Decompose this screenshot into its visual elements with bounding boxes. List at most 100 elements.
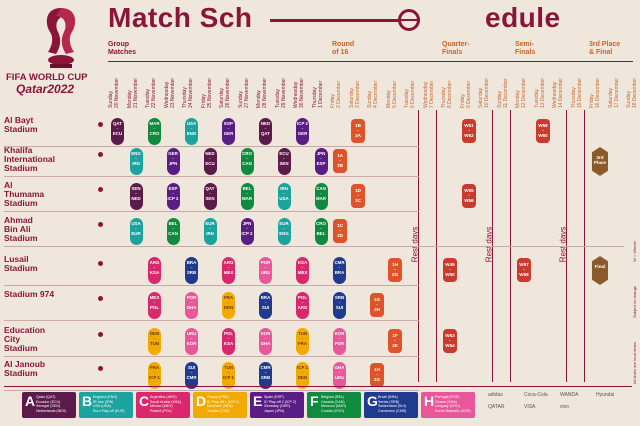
team-code: FRA — [297, 341, 308, 346]
versus-mark: – — [357, 128, 359, 132]
legend-letter: B — [82, 393, 93, 409]
stadium-pin-icon-5 — [98, 296, 103, 301]
stadium-label-6: Education City Stadium — [4, 325, 46, 353]
stadium-label-5: Stadium 974 — [4, 289, 55, 299]
date-label-25: Thursday 15 December — [570, 77, 583, 108]
date-col-16: Tuesday 6 December — [404, 62, 418, 108]
slot-code: 2H — [374, 307, 380, 312]
versus-mark: – — [264, 300, 267, 304]
team-code: ICP 1 — [223, 375, 234, 380]
team-code: ESP — [168, 186, 178, 191]
legend-letter: G — [367, 393, 378, 409]
slot-code: 2B — [337, 163, 343, 168]
team-code: KOR — [334, 331, 345, 336]
team-code: ESP — [316, 161, 326, 166]
match-badge: GHA – URU — [333, 362, 346, 389]
row-rule-5 — [4, 320, 419, 321]
match-badge: POL – KSA — [222, 328, 235, 355]
versus-mark: – — [357, 193, 359, 197]
date-label-20: Saturday 10 December — [478, 77, 490, 108]
team-code: CAN — [316, 186, 326, 191]
team-code: TUN — [149, 341, 160, 346]
date-label-13: Saturday 3 December — [348, 80, 361, 108]
stadium-label-4: Lusail Stadium — [4, 254, 38, 273]
date-col-19: Friday 9 December — [460, 62, 474, 108]
legend-group-E: E Spain (ESP) IC Play-off 2 (ICP 2) Germa… — [250, 392, 304, 418]
versus-mark: – — [338, 300, 341, 304]
slot-code: W49 — [445, 262, 455, 267]
versus-mark: – — [227, 336, 230, 340]
team-code: MEX — [149, 295, 160, 300]
third-place-badge: 3rd Place — [592, 147, 608, 176]
date-col-13: Saturday 3 December — [348, 62, 363, 108]
knockout-badge: 1H –2G — [388, 258, 402, 282]
team-code: BRA — [186, 260, 197, 265]
team-code: IRN — [206, 231, 214, 236]
team-code: CRO — [316, 221, 326, 226]
team-code: ECU — [279, 151, 289, 156]
team-code: QAT — [205, 186, 215, 191]
versus-mark: – — [394, 267, 396, 271]
stadium-label-2: Al Thumama Stadium — [4, 180, 45, 208]
slot-code: 1C — [337, 223, 343, 228]
date-label-15: Monday 5 December — [385, 80, 398, 108]
team-code: ICP 2 — [297, 121, 308, 126]
date-label-16: Tuesday 6 December — [404, 80, 416, 108]
legend-teams: Brazil (BRA) Serbia (SRB) Switzerland (S… — [378, 395, 407, 413]
legend-group-B: B England (ENG) IR Iran (IRN) USA (USA) E… — [79, 392, 133, 418]
team-code: DEN — [297, 375, 308, 380]
versus-mark: – — [227, 265, 230, 269]
versus-mark: – — [338, 370, 341, 374]
match-badge: BRA – SRB — [185, 257, 198, 284]
team-code: FRA — [223, 295, 234, 300]
team-code: KSA — [149, 270, 160, 275]
team-code: ICP 2 — [167, 196, 179, 201]
legend-teams: Spain (ESP) IC Play-off 2 (ICP 2) German… — [264, 395, 297, 413]
team-code: URU — [260, 270, 271, 275]
versus-mark: – — [227, 370, 230, 374]
date-col-3: Wednesday 23 November — [164, 62, 178, 108]
match-badge: EUR – ENG — [277, 218, 291, 245]
versus-mark: – — [283, 191, 285, 195]
team-code: CRO — [242, 151, 252, 156]
match-badge: JPN – ESP — [314, 148, 328, 175]
versus-mark: – — [283, 156, 285, 160]
match-badge: SUI – CMR — [185, 362, 198, 389]
team-code: EUR — [279, 221, 289, 226]
legend-group-D: D France (FRA) IC Play-off 1 (ICP 1) Denm… — [193, 392, 247, 418]
rest-days-label-2: Rest days — [484, 226, 494, 263]
team-code: KOR — [260, 331, 271, 336]
versus-mark: – — [320, 191, 322, 195]
sponsor-logo: vivo — [560, 404, 569, 410]
rest-days-label-1: Rest days — [410, 226, 420, 263]
date-label-23: Tuesday 13 December — [533, 77, 546, 108]
match-badge: TUN – ICP 1 — [222, 362, 235, 389]
sponsor-logo: adidas — [488, 392, 503, 398]
date-label-1: Monday 21 November — [126, 77, 139, 108]
versus-mark: – — [246, 226, 248, 230]
versus-mark: – — [301, 336, 304, 340]
knockout-badge: W55– W56 — [462, 184, 476, 208]
date-label-9: Tuesday 29 November — [274, 77, 287, 108]
team-code: GER — [223, 131, 234, 136]
slot-code: 2E — [392, 343, 398, 348]
team-code: BRA — [260, 295, 271, 300]
phase-header-0: Group Matches — [108, 41, 137, 56]
phase-rule — [108, 61, 633, 62]
slot-code: 1A — [337, 153, 343, 158]
versus-mark: – — [172, 156, 174, 160]
versus-mark: – — [153, 370, 156, 374]
date-label-22: Monday 12 December — [515, 77, 527, 108]
match-badge: EUR – IRN — [203, 218, 217, 245]
stadium-pin-icon-1 — [98, 152, 103, 157]
legend-group-A: A Qatar (QAT) Ecuador (ECU) Senegal (SEN)… — [22, 392, 76, 418]
versus-mark: – — [172, 226, 174, 230]
phase-header-4: 3rd Place & Final — [589, 41, 621, 56]
versus-mark: – — [190, 265, 193, 269]
rest-days-label-3: Rest days — [558, 226, 568, 263]
date-col-18: Thursday 8 December — [441, 62, 455, 108]
date-col-23: Tuesday 13 December — [533, 62, 548, 108]
versus-mark: – — [209, 191, 211, 195]
versus-mark: – — [190, 336, 193, 340]
date-col-20: Saturday 10 December — [478, 62, 492, 108]
